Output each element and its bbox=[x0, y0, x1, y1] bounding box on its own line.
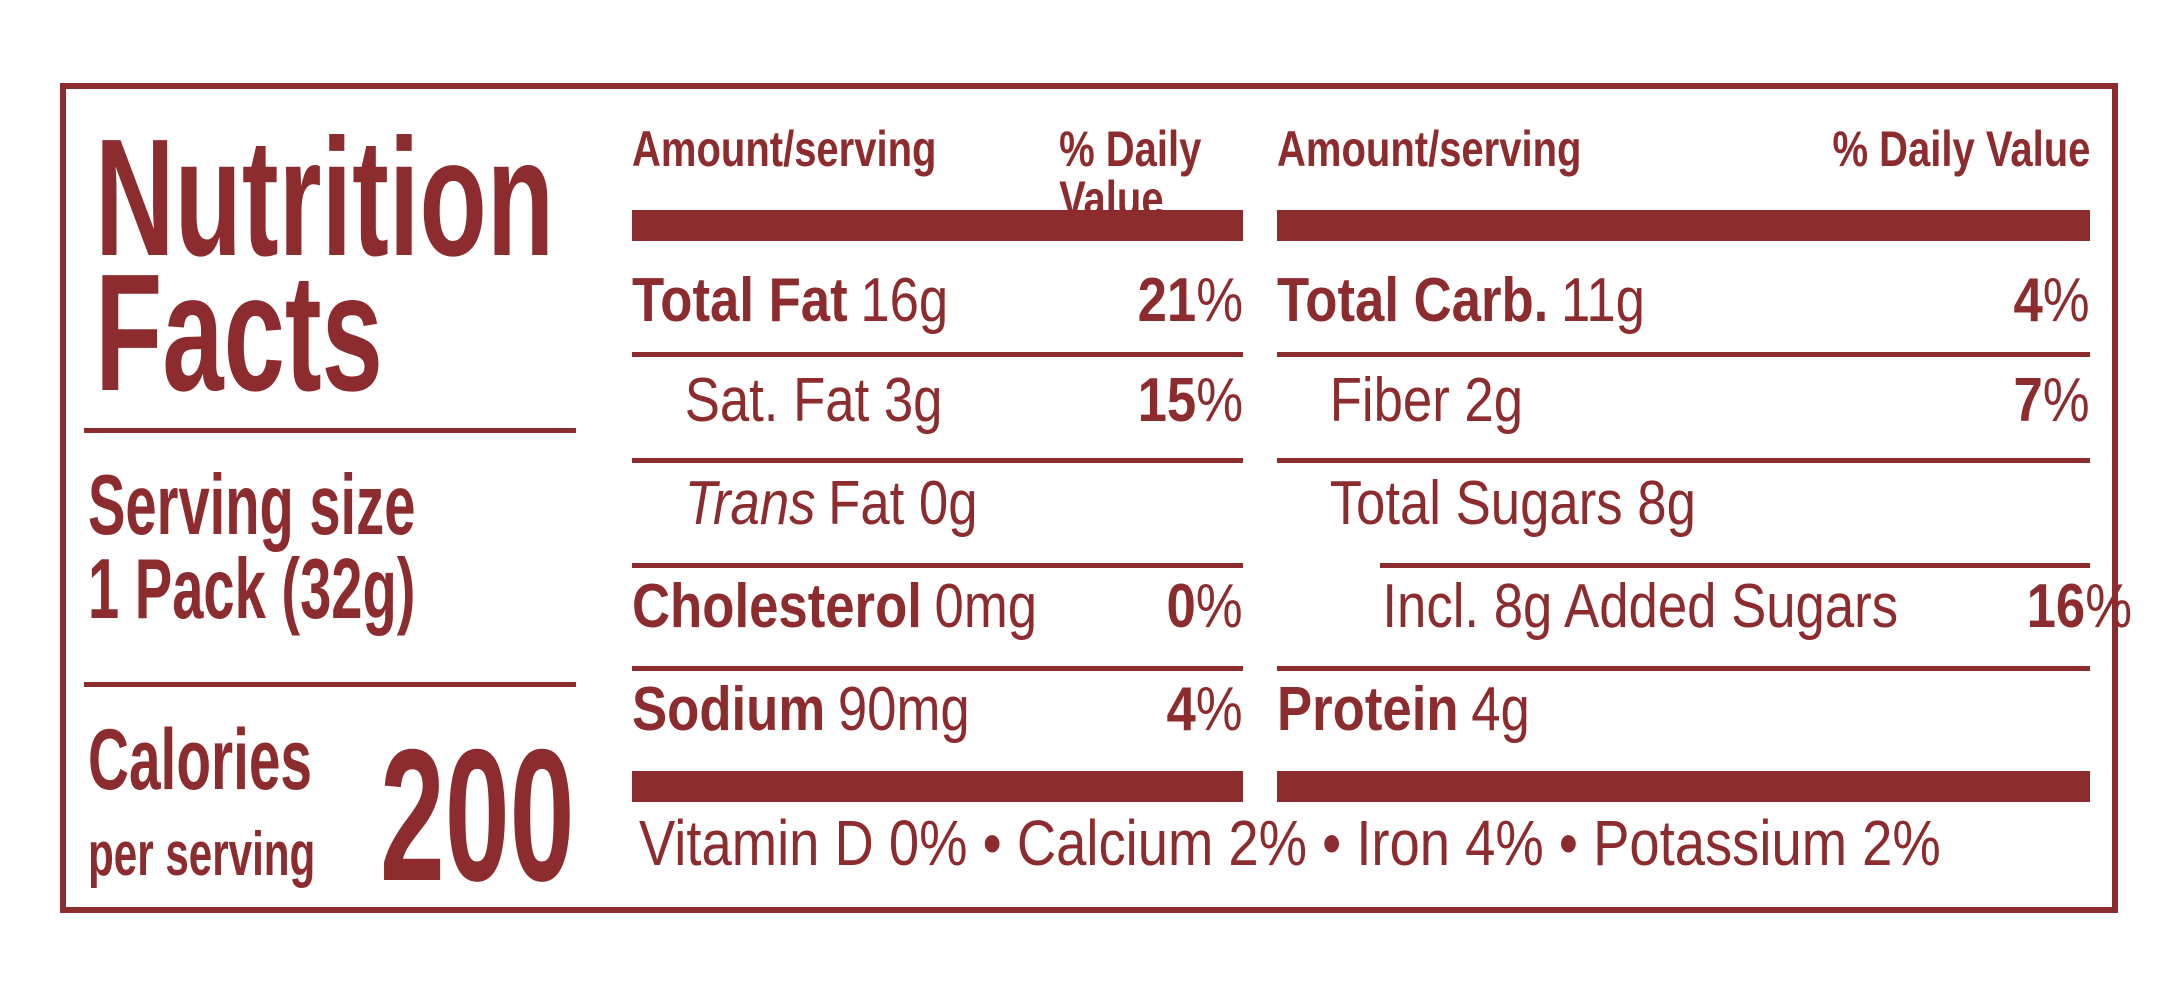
serving-size-block: Serving size 1 Pack (32g) bbox=[88, 458, 416, 637]
row-added-sugars: Incl. 8g Added Sugars 16% bbox=[1277, 572, 2131, 641]
added-sugars-dv-sign: % bbox=[2084, 572, 2132, 641]
right-divider-2 bbox=[1277, 458, 2090, 463]
total-fat-dv-sign: % bbox=[1196, 266, 1243, 335]
total-carb-amount: 11g bbox=[1560, 266, 1645, 335]
sodium-dv: 4 bbox=[1166, 675, 1197, 744]
cholesterol-amount: 0mg bbox=[934, 572, 1038, 641]
label-title: Nutrition Facts bbox=[95, 105, 555, 426]
left-divider-1 bbox=[84, 428, 576, 433]
right-column-header: Amount/serving % Daily Value bbox=[1277, 124, 2090, 174]
total-sugars-text: Total Sugars 8g bbox=[1329, 469, 1696, 538]
added-sugars-dv: 16 bbox=[2026, 572, 2085, 641]
right-thick-bar-bottom bbox=[1277, 771, 2090, 802]
serving-size-label: Serving size bbox=[88, 458, 416, 553]
right-thick-bar-top bbox=[1277, 210, 2090, 241]
mid-divider-4 bbox=[632, 666, 1243, 671]
cholesterol-dv-sign: % bbox=[1196, 572, 1243, 641]
row-sodium: Sodium 90mg 4% bbox=[632, 679, 1243, 741]
sodium-amount: 90mg bbox=[837, 675, 970, 744]
total-carb-name: Total Carb. bbox=[1277, 266, 1549, 335]
mid-thick-bar-top bbox=[632, 210, 1243, 241]
total-fat-name: Total Fat bbox=[632, 266, 848, 335]
right-divider-1 bbox=[1277, 352, 2090, 357]
protein-amount: 4g bbox=[1471, 675, 1530, 744]
total-carb-dv-sign: % bbox=[2043, 266, 2090, 335]
protein-name: Protein bbox=[1277, 675, 1459, 744]
mid-header-amount: Amount/serving bbox=[632, 121, 937, 177]
row-fiber: Fiber 2g 7% bbox=[1277, 370, 2090, 432]
micronutrients-line: Vitamin D 0% • Calcium 2% • Iron 4% • Po… bbox=[639, 807, 1941, 879]
row-total-sugars: Total Sugars 8g bbox=[1277, 473, 2090, 535]
sodium-name: Sodium bbox=[632, 675, 826, 744]
added-sugars-text: Incl. 8g Added Sugars bbox=[1382, 572, 1899, 641]
mid-divider-2 bbox=[632, 458, 1243, 463]
mid-divider-1 bbox=[632, 352, 1243, 357]
sat-fat-text: Sat. Fat 3g bbox=[684, 366, 943, 435]
calories-value: 200 bbox=[380, 710, 575, 920]
row-sat-fat: Sat. Fat 3g 15% bbox=[632, 370, 1243, 432]
fiber-text: Fiber 2g bbox=[1329, 366, 1524, 435]
total-fat-amount: 16g bbox=[860, 266, 949, 335]
trans-fat-text: Fat 0g bbox=[828, 469, 978, 538]
right-divider-4 bbox=[1277, 666, 2090, 671]
sat-fat-dv-sign: % bbox=[1196, 366, 1243, 435]
row-cholesterol: Cholesterol 0mg 0% bbox=[632, 576, 1243, 638]
left-divider-2 bbox=[84, 682, 576, 687]
sat-fat-dv: 15 bbox=[1137, 366, 1197, 435]
label-border bbox=[60, 83, 2118, 913]
calories-label: Calories bbox=[88, 712, 312, 808]
sodium-dv-sign: % bbox=[1196, 675, 1243, 744]
mid-divider-3 bbox=[632, 563, 1243, 568]
right-header-daily-value: % Daily Value bbox=[1832, 121, 2090, 177]
row-total-fat: Total Fat 16g 21% bbox=[632, 270, 1243, 332]
right-header-amount: Amount/serving bbox=[1277, 121, 1582, 177]
total-carb-dv: 4 bbox=[2013, 266, 2044, 335]
calories-sublabel: per serving bbox=[88, 820, 316, 889]
mid-column-header: Amount/serving % Daily Value bbox=[632, 124, 1243, 224]
row-protein: Protein 4g bbox=[1277, 679, 2090, 741]
fiber-dv: 7 bbox=[2013, 366, 2044, 435]
label-title-line1: Nutrition bbox=[95, 105, 555, 291]
trans-fat-italic: Trans bbox=[684, 469, 816, 538]
right-divider-3 bbox=[1380, 563, 2090, 568]
cholesterol-name: Cholesterol bbox=[632, 572, 922, 641]
cholesterol-dv: 0 bbox=[1166, 572, 1197, 641]
row-total-carb: Total Carb. 11g 4% bbox=[1277, 270, 2090, 332]
total-fat-dv: 21 bbox=[1137, 266, 1197, 335]
label-title-line2: Facts bbox=[95, 240, 383, 426]
serving-size-value: 1 Pack (32g) bbox=[88, 542, 416, 637]
fiber-dv-sign: % bbox=[2043, 366, 2090, 435]
mid-thick-bar-bottom bbox=[632, 771, 1243, 802]
mid-header-daily-value: % Daily Value bbox=[1058, 121, 1201, 227]
row-trans-fat: Trans Fat 0g bbox=[632, 473, 1243, 535]
